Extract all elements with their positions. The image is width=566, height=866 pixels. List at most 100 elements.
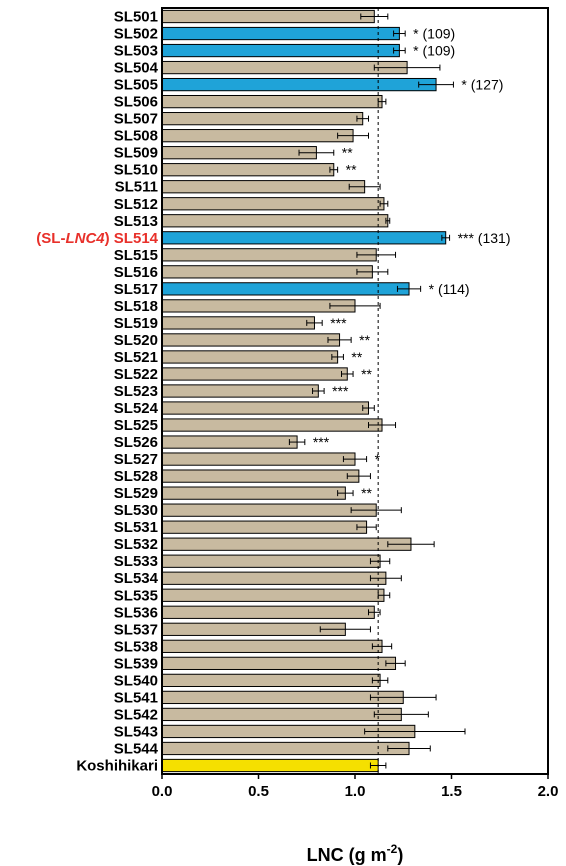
x-axis-ticks: 0.0 0.5 1.0 1.5 2.0 [152, 774, 558, 800]
annotation-sl522: ** [361, 366, 372, 382]
category-label-sl543: SL543 [114, 723, 158, 740]
error-bar-sl508 [337, 132, 370, 139]
category-label-sl536: SL536 [114, 604, 158, 621]
error-bar-sl527 [342, 456, 368, 463]
error-bar-sl513 [385, 217, 391, 224]
error-bar-sl536 [368, 609, 381, 616]
annotation-sl503: * (109) [413, 43, 455, 59]
error-bar-sl501 [360, 13, 389, 20]
error-bar-sl539 [385, 660, 406, 667]
category-label-koshihikari: Koshihikari [76, 757, 158, 774]
annotation-sl505: * (127) [461, 77, 503, 93]
bar-sl517 [161, 282, 410, 296]
category-label-sl508: SL508 [114, 128, 158, 145]
error-bar-sl533 [369, 558, 391, 565]
bar-sl511 [161, 180, 366, 194]
category-label-sl512: SL512 [114, 196, 158, 213]
category-label-sl505: SL505 [114, 77, 158, 94]
category-label-sl516: SL516 [114, 264, 158, 281]
bar-sl506 [161, 94, 383, 109]
bar-sl507 [161, 112, 364, 126]
error-bar-sl521 [331, 353, 344, 360]
category-label-sl502: SL502 [114, 26, 158, 43]
bar-sl528 [161, 469, 360, 483]
bar-sl518 [161, 299, 356, 313]
annotation-sl526: *** [313, 434, 330, 450]
category-label-sl538: SL538 [114, 638, 158, 655]
category-label-sl526: SL526 [114, 434, 158, 451]
category-label-sl539: SL539 [114, 655, 158, 672]
error-bar-sl503 [393, 47, 406, 54]
bar-sl503 [161, 43, 400, 58]
error-bar-sl514 [441, 234, 451, 241]
bar-sl523 [161, 384, 319, 398]
x-tick-label: 1.5 [441, 783, 462, 800]
error-bar-sl541 [369, 694, 437, 701]
bar-sl526 [161, 435, 298, 449]
bar-sl541 [161, 690, 404, 705]
annotation-sl520: ** [359, 332, 370, 348]
bar-sl531 [161, 520, 368, 534]
bar-sl530 [161, 503, 377, 517]
bar-sl508 [161, 129, 354, 143]
category-label-sl544: SL544 [114, 740, 159, 757]
annotation-sl517: * (114) [429, 281, 470, 297]
category-label-sl520: SL520 [114, 332, 158, 349]
error-bar-sl515 [356, 251, 397, 258]
bar-sl537 [161, 622, 346, 636]
bar-sl516 [161, 265, 373, 279]
bar-sl521 [161, 350, 339, 364]
error-bar-sl531 [356, 524, 377, 531]
annotation-sl519: *** [330, 315, 347, 331]
error-bar-sl522 [340, 370, 354, 377]
annotation-sl529: ** [361, 485, 372, 501]
category-label-sl533: SL533 [114, 553, 158, 570]
annotation-sl509: ** [342, 145, 353, 161]
annotation-sl514: *** (131) [458, 230, 511, 246]
error-bar-sl512 [379, 200, 389, 207]
bar-sl509 [161, 146, 317, 160]
annotation-sl523: *** [332, 383, 349, 399]
bar-sl520 [161, 333, 341, 347]
category-label-sl513: SL513 [114, 213, 158, 230]
category-label-sl525: SL525 [114, 417, 158, 434]
category-label-sl514: (SL-LNC4) SL514 [36, 230, 158, 247]
bar-sl505 [161, 77, 437, 92]
category-label-sl506: SL506 [114, 94, 158, 111]
category-label-sl532: SL532 [114, 536, 158, 553]
bar-sl533 [161, 554, 381, 568]
bar-sl539 [161, 656, 397, 670]
bar-sl538 [161, 639, 383, 653]
error-bar-sl519 [306, 319, 323, 326]
error-bar-sl517 [396, 285, 422, 292]
error-bar-sl534 [369, 575, 402, 582]
error-bar-sl526 [288, 439, 306, 446]
error-bar-sl507 [356, 115, 370, 122]
bar-sl504 [161, 60, 408, 75]
annotation-sl502: * (109) [413, 26, 455, 42]
category-label-sl537: SL537 [114, 621, 158, 638]
error-bar-sl502 [393, 30, 406, 37]
bar-sl542 [161, 707, 402, 722]
bar-sl529 [161, 486, 346, 500]
bar-sl544 [161, 741, 410, 756]
bar-sl525 [161, 418, 383, 432]
category-label-sl515: SL515 [114, 247, 158, 264]
bar-sl512 [161, 197, 385, 211]
bar-sl510 [161, 163, 335, 177]
error-bar-sl525 [368, 422, 397, 429]
error-bar-sl524 [362, 405, 375, 412]
category-label-sl511: SL511 [115, 179, 158, 196]
error-bar-sl504 [373, 64, 441, 71]
category-label-sl510: SL510 [114, 162, 158, 179]
category-label-sl531: SL531 [114, 519, 158, 536]
bar-sl532 [161, 537, 412, 551]
error-bar-sl510 [329, 166, 339, 173]
error-bar-sl505 [418, 81, 454, 88]
category-label-sl529: SL529 [114, 485, 158, 502]
category-label-sl528: SL528 [114, 468, 158, 485]
bar-sl515 [161, 248, 377, 262]
error-bar-sl529 [337, 490, 354, 497]
error-bar-sl532 [387, 541, 435, 548]
category-label-sl503: SL503 [114, 43, 158, 60]
